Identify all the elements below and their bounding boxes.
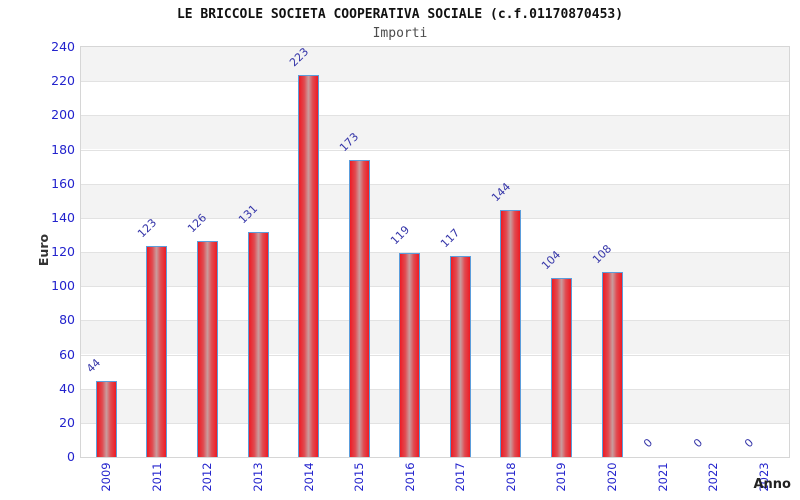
bar-value-label: 0: [741, 436, 756, 451]
chart-title: LE BRICCOLE SOCIETA COOPERATIVA SOCIALE …: [176, 7, 624, 22]
bar-2011: [146, 245, 168, 457]
plot-background-band: [81, 252, 789, 287]
gridline: [81, 183, 789, 185]
bar-2013: [247, 232, 269, 457]
plot-background-band: [81, 47, 789, 82]
bar-2009: [95, 380, 117, 457]
bar-2012: [196, 240, 218, 457]
bar-2016: [399, 252, 421, 457]
gridline: [81, 217, 789, 219]
chart-subtitle: Importi: [372, 26, 428, 41]
bar-value-label: 0: [691, 436, 706, 451]
y-tick-label: 240: [51, 39, 75, 54]
gridline: [81, 81, 789, 83]
gridline: [81, 320, 789, 322]
bar-2014: [298, 75, 320, 457]
bar-2015: [348, 160, 370, 457]
y-tick-label: 180: [51, 141, 75, 157]
x-tick-label: 2023: [756, 462, 771, 492]
gridline: [81, 354, 789, 356]
gridline: [81, 422, 789, 424]
gridline: [81, 286, 789, 288]
gridline: [81, 149, 789, 151]
bar-value-label: 0: [640, 436, 655, 451]
plot-background-band: [81, 115, 789, 150]
y-tick-label: 80: [59, 312, 75, 328]
y-tick-label: 160: [51, 175, 75, 191]
plot-background-band: [81, 388, 789, 423]
bar-value-label: 119: [387, 222, 412, 247]
bar-2017: [449, 256, 471, 457]
gridline: [81, 115, 789, 117]
plot-background-band: [81, 320, 789, 355]
y-tick-label: 0: [67, 449, 75, 464]
x-tick-label: 2022: [706, 462, 721, 492]
bar-2018: [500, 210, 522, 457]
bar-2019: [550, 278, 572, 457]
x-tick-label: 2021: [655, 462, 670, 492]
bar-value-label: 44: [84, 356, 104, 376]
bar-2020: [601, 271, 623, 457]
y-tick-label: 120: [51, 244, 75, 259]
bar-value-label: 123: [134, 216, 159, 241]
y-tick-label: 140: [51, 209, 75, 225]
y-tick-label: 40: [59, 380, 75, 396]
x-axis-title: Anno: [753, 477, 791, 492]
y-tick-label: 200: [51, 107, 75, 123]
y-tick-label: 20: [59, 414, 75, 430]
plot-area: 44 123 126 131 223 173 119 117 144 104 108 0 0 0: [81, 45, 789, 457]
y-tick-label: 220: [51, 73, 75, 89]
plot-background-band: [81, 183, 789, 218]
gridline: [81, 388, 789, 390]
y-tick-label: 60: [59, 346, 75, 362]
gridline: [81, 252, 789, 253]
y-tick-label: 100: [51, 278, 75, 294]
bar-value-label: 117: [438, 226, 463, 251]
